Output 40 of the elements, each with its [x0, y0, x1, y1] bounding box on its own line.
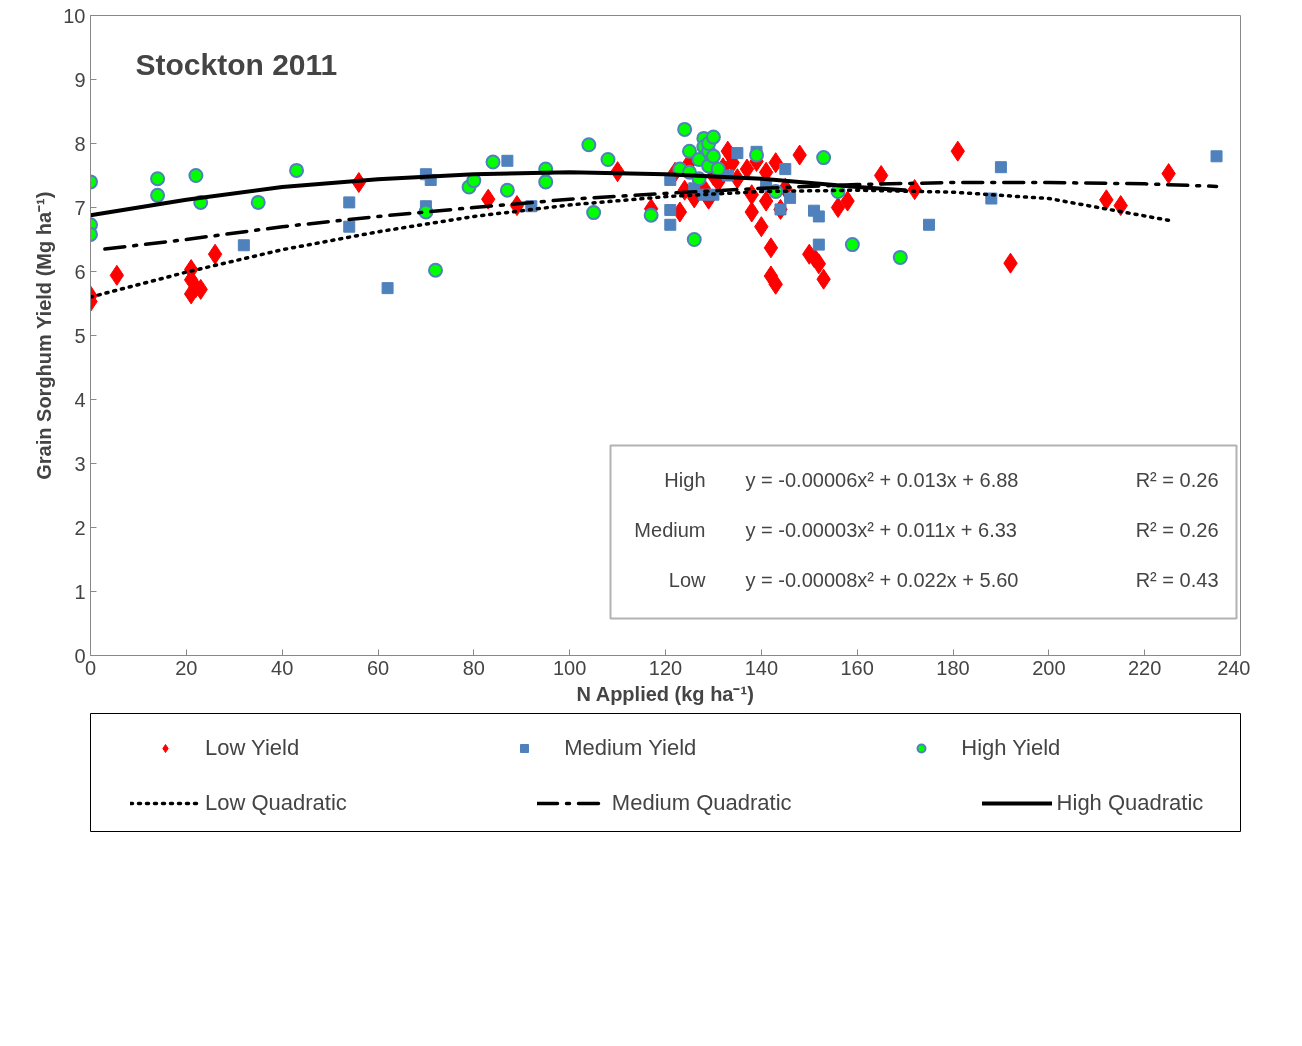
annotation: R² = 0.26	[1135, 518, 1219, 541]
y-tick-label: 5	[74, 324, 86, 347]
legend-label: High Yield	[961, 735, 1061, 761]
x-tick-label: 240	[1217, 656, 1251, 679]
y-axis-title: Grain Sorghum Yield (Mg ha⁻¹)	[33, 191, 56, 480]
x-tick-label: 60	[366, 656, 390, 679]
x-tick-label: 100	[552, 656, 587, 679]
y-tick-label: 4	[74, 388, 86, 411]
y-tick-label: 1	[74, 580, 86, 603]
y-tick-label: 9	[74, 68, 86, 91]
annotation: Low	[668, 568, 707, 591]
x-tick-label: 200	[1032, 656, 1066, 679]
annotation: y = -0.00008x² + 0.022x + 5.60	[745, 568, 1019, 591]
annotation: y = -0.00006x² + 0.013x + 6.88	[745, 468, 1019, 491]
x-tick-label: 140	[744, 656, 779, 679]
annotation: High	[664, 468, 706, 491]
y-tick-label: 8	[74, 132, 86, 155]
annotation: Medium	[634, 518, 706, 541]
y-tick-label: 2	[74, 516, 86, 539]
legend-label: Low Quadratic	[205, 790, 347, 816]
legend-label: Medium Yield	[564, 735, 697, 761]
legend-label: High Quadratic	[1056, 790, 1204, 816]
y-tick-label: 6	[74, 260, 86, 283]
annotation: R² = 0.26	[1135, 468, 1219, 491]
annotation: y = -0.00003x² + 0.011x + 6.33	[745, 518, 1017, 541]
legend-label: Medium Quadratic	[611, 790, 792, 816]
x-tick-label: 80	[462, 656, 485, 679]
x-axis-title: N Applied (kg ha⁻¹)	[576, 682, 754, 705]
x-tick-label: 220	[1127, 656, 1162, 679]
x-tick-label: 160	[840, 656, 874, 679]
x-tick-label: 120	[648, 656, 683, 679]
x-tick-label: 40	[271, 656, 294, 679]
x-tick-label: 20	[175, 656, 198, 679]
y-tick-label: 3	[74, 452, 86, 475]
y-tick-label: 7	[74, 196, 86, 219]
legend-label: Low Yield	[205, 735, 300, 761]
annotation: R² = 0.43	[1135, 568, 1219, 591]
x-tick-label: 180	[936, 656, 970, 679]
text: Stockton 2011	[135, 47, 338, 81]
y-tick-label: 10	[63, 4, 86, 27]
